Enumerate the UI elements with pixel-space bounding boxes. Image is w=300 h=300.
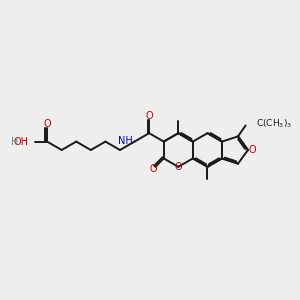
Text: O: O	[149, 164, 157, 174]
Text: OH: OH	[14, 136, 29, 147]
Text: H: H	[11, 136, 18, 147]
Text: O: O	[175, 162, 182, 172]
Text: NH: NH	[118, 136, 133, 146]
Text: C(CH$_3$)$_3$: C(CH$_3$)$_3$	[256, 118, 292, 130]
Text: O: O	[145, 111, 153, 121]
Text: O: O	[248, 145, 256, 155]
Text: O: O	[43, 119, 51, 129]
